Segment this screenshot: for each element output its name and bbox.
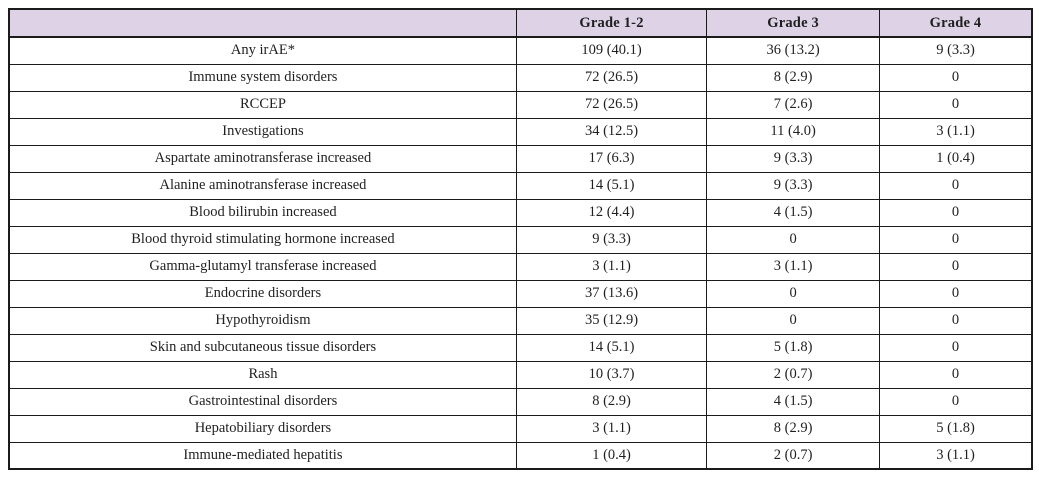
value-cell: 0 xyxy=(879,279,1033,308)
value-cell: 0 xyxy=(879,252,1033,281)
row-label-cell: RCCEP xyxy=(8,90,517,119)
value-cell: 3 (1.1) xyxy=(879,441,1033,470)
value-cell: 12 (4.4) xyxy=(515,198,708,227)
table-header-row: Grade 1-2 Grade 3 Grade 4 xyxy=(8,8,1033,38)
value-cell: 8 (2.9) xyxy=(706,63,881,92)
value-cell: 9 (3.3) xyxy=(706,144,881,173)
row-label-cell: Hypothyroidism xyxy=(8,306,517,335)
value-cell: 9 (3.3) xyxy=(706,171,881,200)
row-label-cell: Investigations xyxy=(8,117,517,146)
value-cell: 17 (6.3) xyxy=(515,144,708,173)
table-row: Immune-mediated hepatitis 1 (0.4) 2 (0.7) 3… xyxy=(8,441,1033,470)
value-cell: 0 xyxy=(879,360,1033,389)
row-label-cell: Blood thyroid stimulating hormone increa… xyxy=(8,225,517,254)
value-cell: 0 xyxy=(879,225,1033,254)
table-row: Immune system disorders 72 (26.5) 8 (2.9) 0 xyxy=(8,63,1033,92)
value-cell: 14 (5.1) xyxy=(515,171,708,200)
table-row: RCCEP 72 (26.5) 7 (2.6) 0 xyxy=(8,90,1033,119)
irae-adverse-events-table: Grade 1-2 Grade 3 Grade 4 Any irAE* 109 (… xyxy=(8,8,1033,470)
row-label-cell: Gamma-glutamyl transferase increased xyxy=(8,252,517,281)
row-label-cell: Any irAE* xyxy=(8,36,517,65)
value-cell: 2 (0.7) xyxy=(706,360,881,389)
value-cell: 72 (26.5) xyxy=(515,90,708,119)
value-cell: 8 (2.9) xyxy=(706,414,881,443)
value-cell: 4 (1.5) xyxy=(706,198,881,227)
value-cell: 9 (3.3) xyxy=(879,36,1033,65)
row-label-cell: Gastrointestinal disorders xyxy=(8,387,517,416)
value-cell: 0 xyxy=(879,333,1033,362)
value-cell: 4 (1.5) xyxy=(706,387,881,416)
value-cell: 11 (4.0) xyxy=(706,117,881,146)
header-cell-blank xyxy=(8,8,517,38)
table-row: Blood bilirubin increased 12 (4.4) 4 (1.5)… xyxy=(8,198,1033,227)
value-cell: 0 xyxy=(706,279,881,308)
value-cell: 3 (1.1) xyxy=(706,252,881,281)
value-cell: 5 (1.8) xyxy=(706,333,881,362)
table-row: Endocrine disorders 37 (13.6) 0 0 xyxy=(8,279,1033,308)
row-label-cell: Hepatobiliary disorders xyxy=(8,414,517,443)
value-cell: 0 xyxy=(879,90,1033,119)
table-row: Rash 10 (3.7) 2 (0.7) 0 xyxy=(8,360,1033,389)
value-cell: 72 (26.5) xyxy=(515,63,708,92)
value-cell: 14 (5.1) xyxy=(515,333,708,362)
header-cell-grade-4: Grade 4 xyxy=(879,8,1033,38)
value-cell: 10 (3.7) xyxy=(515,360,708,389)
value-cell: 109 (40.1) xyxy=(515,36,708,65)
row-label-cell: Aspartate aminotransferase increased xyxy=(8,144,517,173)
row-label-cell: Immune system disorders xyxy=(8,63,517,92)
value-cell: 0 xyxy=(706,306,881,335)
value-cell: 37 (13.6) xyxy=(515,279,708,308)
value-cell: 0 xyxy=(879,387,1033,416)
row-label-cell: Alanine aminotransferase increased xyxy=(8,171,517,200)
value-cell: 34 (12.5) xyxy=(515,117,708,146)
table-body: Any irAE* 109 (40.1) 36 (13.2) 9 (3.3) Immun… xyxy=(8,36,1033,470)
row-label-cell: Blood bilirubin increased xyxy=(8,198,517,227)
table-header: Grade 1-2 Grade 3 Grade 4 xyxy=(8,8,1033,38)
header-cell-grade-3: Grade 3 xyxy=(706,8,881,38)
value-cell: 3 (1.1) xyxy=(515,414,708,443)
row-label-cell: Skin and subcutaneous tissue disorders xyxy=(8,333,517,362)
table-row: Gastrointestinal disorders 8 (2.9) 4 (1.5)… xyxy=(8,387,1033,416)
table-row: Alanine aminotransferase increased 14 (5.… xyxy=(8,171,1033,200)
value-cell: 36 (13.2) xyxy=(706,36,881,65)
value-cell: 0 xyxy=(879,63,1033,92)
value-cell: 8 (2.9) xyxy=(515,387,708,416)
value-cell: 0 xyxy=(879,306,1033,335)
value-cell: 9 (3.3) xyxy=(515,225,708,254)
value-cell: 1 (0.4) xyxy=(515,441,708,470)
table-row: Hepatobiliary disorders 3 (1.1) 8 (2.9) 5 (… xyxy=(8,414,1033,443)
value-cell: 0 xyxy=(879,171,1033,200)
table-row: Skin and subcutaneous tissue disorders 14… xyxy=(8,333,1033,362)
header-cell-grade-1-2: Grade 1-2 xyxy=(515,8,708,38)
value-cell: 3 (1.1) xyxy=(879,117,1033,146)
value-cell: 5 (1.8) xyxy=(879,414,1033,443)
value-cell: 0 xyxy=(879,198,1033,227)
table-row: Hypothyroidism 35 (12.9) 0 0 xyxy=(8,306,1033,335)
table-row: Investigations 34 (12.5) 11 (4.0) 3 (1.1) xyxy=(8,117,1033,146)
row-label-cell: Immune-mediated hepatitis xyxy=(8,441,517,470)
value-cell: 7 (2.6) xyxy=(706,90,881,119)
value-cell: 3 (1.1) xyxy=(515,252,708,281)
row-label-cell: Rash xyxy=(8,360,517,389)
value-cell: 35 (12.9) xyxy=(515,306,708,335)
value-cell: 2 (0.7) xyxy=(706,441,881,470)
table-row: Blood thyroid stimulating hormone increa… xyxy=(8,225,1033,254)
value-cell: 1 (0.4) xyxy=(879,144,1033,173)
table-row: Aspartate aminotransferase increased 17 (… xyxy=(8,144,1033,173)
table-row: Gamma-glutamyl transferase increased 3 (1… xyxy=(8,252,1033,281)
value-cell: 0 xyxy=(706,225,881,254)
table-row: Any irAE* 109 (40.1) 36 (13.2) 9 (3.3) xyxy=(8,36,1033,65)
row-label-cell: Endocrine disorders xyxy=(8,279,517,308)
